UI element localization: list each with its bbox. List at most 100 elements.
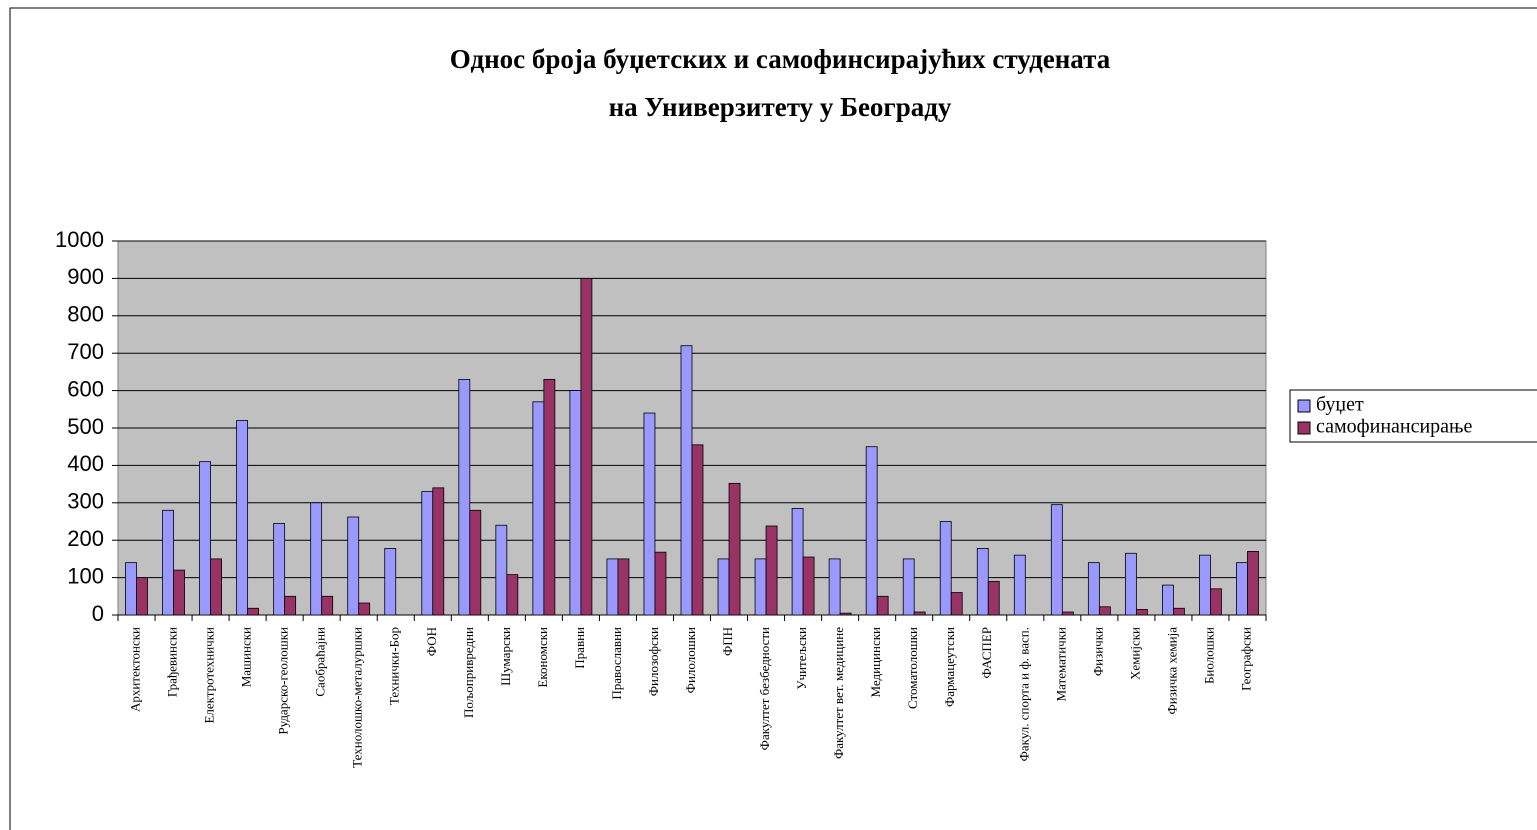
bar	[950, 592, 963, 616]
x-tick-label: ФАСПЕР	[979, 627, 994, 678]
bar	[1098, 606, 1111, 616]
bar	[506, 574, 519, 616]
bar	[458, 378, 471, 616]
y-tick-label: 300	[67, 489, 104, 514]
bar	[310, 502, 323, 616]
x-tick-label: Стоматолошки	[905, 627, 920, 709]
bar	[580, 277, 593, 616]
bar	[125, 562, 137, 616]
bar	[728, 482, 741, 616]
y-tick-label: 900	[67, 264, 104, 289]
bar	[495, 524, 508, 616]
x-tick-label: Физички	[1090, 627, 1105, 676]
bar	[617, 558, 630, 616]
bar	[469, 509, 482, 616]
bar	[754, 558, 767, 616]
bar	[1199, 554, 1211, 616]
bar	[236, 420, 249, 616]
bar	[765, 525, 778, 616]
x-tick-label: Географски	[1238, 627, 1253, 691]
x-tick-label: Биолошки	[1201, 627, 1216, 684]
x-tick-label: Грађевински	[165, 627, 180, 697]
chart-title: на Универзитету у Београду	[609, 92, 952, 122]
x-tick-label: Шумарски	[498, 627, 513, 686]
x-tick-label: Филолошки	[683, 627, 698, 693]
bar	[828, 558, 841, 616]
bar	[839, 612, 852, 616]
x-tick-label: Факултет безбедности	[757, 627, 772, 750]
x-tick-label: Фармацеутски	[942, 627, 957, 707]
legend-swatch	[1297, 399, 1311, 413]
bar	[987, 580, 1000, 616]
bar	[680, 345, 693, 616]
bar	[136, 577, 148, 616]
bar	[1162, 584, 1174, 616]
bar	[939, 521, 952, 616]
bar	[273, 522, 286, 616]
bar	[1210, 588, 1222, 616]
bar	[1050, 504, 1063, 616]
x-tick-label: Машински	[239, 627, 254, 687]
bar	[902, 558, 915, 616]
y-tick-label: 800	[67, 302, 104, 327]
bar	[1173, 607, 1185, 616]
bar	[532, 401, 545, 616]
bar	[876, 595, 889, 616]
x-tick-label: Технички-Бор	[387, 627, 402, 705]
legend-label: самофинансирање	[1316, 416, 1473, 438]
x-tick-label: Правни	[572, 627, 587, 669]
y-tick-label: 200	[67, 526, 104, 551]
bar	[976, 548, 989, 616]
bar	[654, 551, 667, 616]
bar	[384, 548, 397, 616]
x-tick-label: Технолошко-металуршки	[350, 627, 365, 768]
bar	[1061, 611, 1074, 616]
bar	[421, 491, 434, 616]
bar	[543, 378, 556, 616]
legend-label: буџет	[1316, 394, 1364, 416]
bar	[606, 558, 619, 616]
bar	[691, 444, 704, 616]
y-tick-label: 0	[92, 601, 104, 626]
x-tick-label: ФПН	[720, 627, 735, 656]
bar	[358, 602, 371, 616]
bar	[643, 412, 656, 616]
bar	[913, 611, 926, 616]
y-tick-label: 1000	[55, 227, 104, 252]
x-tick-label: Архитектонски	[128, 627, 143, 712]
x-tick-label: Медицински	[868, 627, 883, 698]
bar	[865, 446, 878, 616]
x-tick-label: Филозофски	[646, 627, 661, 696]
bar	[791, 508, 804, 616]
x-tick-label: Учитељски	[794, 627, 809, 690]
bar	[1135, 608, 1148, 616]
x-tick-label: Математички	[1053, 627, 1068, 702]
bar	[1013, 554, 1026, 616]
bar	[162, 509, 174, 616]
bar	[199, 461, 211, 616]
x-tick-label: Православни	[609, 627, 624, 700]
x-tick-label: Рударско-геолошки	[276, 627, 291, 735]
x-tick-label: Факултет вет. медицине	[831, 627, 846, 759]
bar	[284, 595, 297, 616]
bar	[247, 607, 260, 616]
bar	[569, 390, 582, 616]
x-tick-label: Економски	[535, 627, 550, 688]
bar	[1087, 562, 1100, 616]
y-tick-label: 600	[67, 376, 104, 401]
x-tick-label: Факул. спорта и ф. васп.	[1016, 627, 1031, 761]
x-tick-label: ФОН	[424, 627, 439, 656]
y-tick-label: 100	[67, 563, 104, 588]
x-tick-label: Пољопривредни	[461, 627, 476, 718]
y-tick-label: 400	[67, 451, 104, 476]
y-tick-label: 500	[67, 414, 104, 439]
bar	[321, 595, 334, 616]
y-tick-label: 700	[67, 339, 104, 364]
bar	[210, 558, 222, 616]
bar	[1124, 552, 1137, 616]
bar	[432, 487, 445, 616]
x-tick-label: Хемијски	[1127, 627, 1142, 680]
chart-title: Однос броја буџетских и самофинсирајућих…	[450, 44, 1111, 74]
legend-box	[1289, 389, 1537, 443]
